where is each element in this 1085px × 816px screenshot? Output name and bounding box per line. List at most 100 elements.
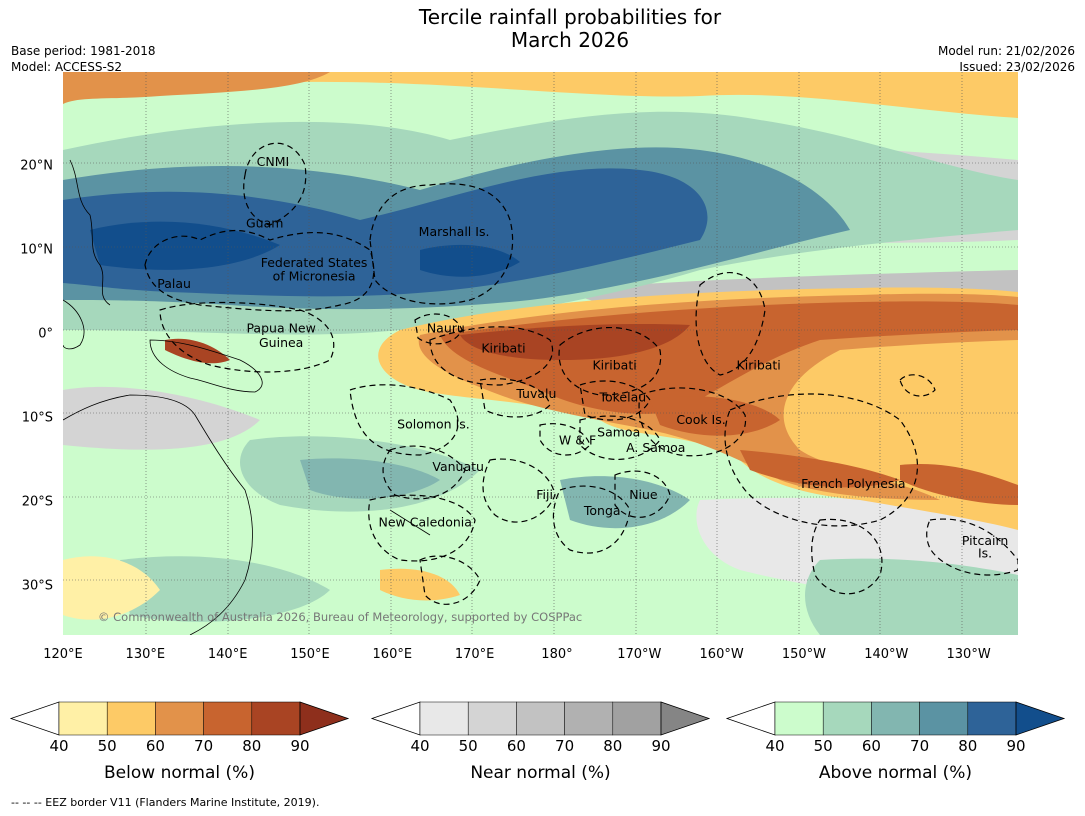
- colorbar-tick-label: 80: [958, 737, 977, 755]
- region-label: Guam: [246, 215, 283, 230]
- colorbar-tick-label: 80: [603, 737, 622, 755]
- region-label: Vanuatu: [432, 459, 484, 474]
- region-label: Fiji: [536, 487, 553, 502]
- philippines-coast: [69, 159, 111, 306]
- region-label: Kiribati: [737, 357, 781, 372]
- colorbar-tick-label: 50: [459, 737, 478, 755]
- colorbar-segment: [822, 701, 872, 736]
- latitude-tick-labels: 20°N 10°N 0° 10°S 20°S 30°S: [20, 158, 53, 593]
- colorbar-label: Below normal (%): [104, 763, 255, 783]
- colorbar-below: 40 50 60 70 80 90 Below normal (%): [9, 701, 350, 783]
- lat-tick-label: 30°S: [22, 579, 53, 594]
- region-label: French Polynesia: [801, 476, 905, 491]
- colorbar-tick-label: 60: [146, 737, 165, 755]
- colorbar-segment: [516, 701, 565, 736]
- colorbar-segment: [203, 701, 253, 736]
- lon-tick-label: 150°E: [290, 647, 330, 662]
- eez-borders: [144, 142, 1018, 605]
- colorbar-tick-label: 50: [814, 737, 833, 755]
- region-label: Is.: [978, 546, 992, 561]
- graticule: [63, 72, 1018, 635]
- colorbar-tick-label: 60: [507, 737, 526, 755]
- meta-right: Model run: 21/02/2026 Issued: 23/02/2026: [938, 43, 1075, 75]
- model-name: Model: ACCESS-S2: [11, 60, 123, 74]
- region-label: Niue: [629, 487, 658, 502]
- colorbar-tick-label: 90: [651, 737, 670, 755]
- region-label: CNMI: [257, 154, 290, 169]
- northern-dry-core: [63, 72, 330, 104]
- colorbar-over-extension: [1015, 701, 1066, 736]
- colorbar-segment: [919, 701, 969, 736]
- copyright-notice: © Commonwealth of Australia 2026, Bureau…: [98, 610, 582, 624]
- colorbar-label: Near normal (%): [470, 763, 610, 783]
- colorbar-tick-label: 50: [98, 737, 117, 755]
- title-line-1: Tercile rainfall probabilities for: [418, 5, 722, 29]
- dry-tongue-peak: [460, 324, 690, 360]
- lat-tick-label: 10°S: [22, 411, 53, 426]
- eez-footnote: -- -- -- EEZ border V11 (Flanders Marine…: [11, 796, 320, 809]
- colorbar-segment: [967, 701, 1017, 736]
- colorbar-tick-label: 40: [410, 737, 429, 755]
- region-label: A. Samoa: [626, 440, 685, 455]
- colorbar-segment: [871, 701, 920, 736]
- region-label: Kiribati: [481, 341, 525, 356]
- meta-left: Base period: 1981-2018 Model: ACCESS-S2: [11, 43, 156, 75]
- lat-tick-label: 20°S: [22, 495, 53, 510]
- colorbar-under-extension: [9, 701, 60, 736]
- lat-tick-label: 20°N: [20, 158, 53, 173]
- title-line-2: March 2026: [510, 28, 630, 52]
- region-label: Tuvalu: [515, 386, 556, 401]
- southern-wet-4: [805, 558, 1018, 635]
- region-label: Kiribati: [592, 357, 636, 372]
- colorbar-segment: [564, 701, 614, 736]
- lon-tick-label: 150°W: [782, 647, 826, 662]
- dry-patch-fp: [740, 450, 900, 488]
- lon-tick-label: 130°E: [126, 647, 166, 662]
- lon-tick-label: 130°W: [947, 647, 991, 662]
- lon-tick-label: 120°E: [43, 647, 83, 662]
- colorbar-segment: [155, 701, 204, 736]
- region-label: New Caledonia: [379, 515, 472, 530]
- colorbar-tick-label: 80: [242, 737, 261, 755]
- colorbar-tick-label: 70: [194, 737, 213, 755]
- colorbar-near: 40 50 60 70 80 90 Near normal (%): [370, 701, 711, 783]
- lat-tick-label: 0°: [38, 326, 53, 341]
- tasman-dry-patch: [380, 568, 460, 601]
- itcz-wet-band-peak: [90, 221, 280, 270]
- colorbar-segment: [774, 701, 824, 736]
- colorbar-segment: [58, 701, 108, 736]
- australia-coast: [63, 394, 253, 635]
- lon-tick-label: 170°E: [455, 647, 495, 662]
- dry-patch-png: [165, 338, 230, 364]
- colorbar-segment: [467, 701, 517, 736]
- lon-tick-label: 160°E: [373, 647, 413, 662]
- colorbar-under-extension: [370, 701, 421, 736]
- region-label: of Micronesia: [273, 268, 356, 283]
- region-label: Tonga: [583, 503, 621, 518]
- region-label: Federated States: [261, 255, 368, 270]
- western-grey-patch: [63, 386, 260, 450]
- region-label: Samoa: [597, 425, 640, 440]
- lon-tick-label: 160°W: [700, 647, 744, 662]
- lon-tick-label: 140°W: [864, 647, 908, 662]
- colorbar-segment: [106, 701, 156, 736]
- colorbar-tick-label: 70: [555, 737, 574, 755]
- colorbar-tick-label: 40: [765, 737, 784, 755]
- model-run: Model run: 21/02/2026: [937, 44, 1075, 58]
- dry-patch-fp2: [900, 464, 1018, 505]
- region-label: Papua New: [246, 320, 315, 335]
- colorbar-above: 40 50 60 70 80 90 Above normal (%): [725, 701, 1066, 783]
- map-title: Tercile rainfall probabilities for March…: [0, 6, 1085, 52]
- aus-dry-patch: [63, 556, 160, 620]
- southern-wet-5: [120, 556, 330, 622]
- region-label: Marshall Is.: [419, 224, 490, 239]
- lon-tick-label: 170°W: [617, 647, 661, 662]
- colorbar-tick-label: 90: [290, 737, 309, 755]
- colorbar-tick-label: 70: [910, 737, 929, 755]
- region-label: Palau: [157, 276, 191, 291]
- colorbar-tick-label: 40: [49, 737, 68, 755]
- colorbar-tick-label: 60: [862, 737, 881, 755]
